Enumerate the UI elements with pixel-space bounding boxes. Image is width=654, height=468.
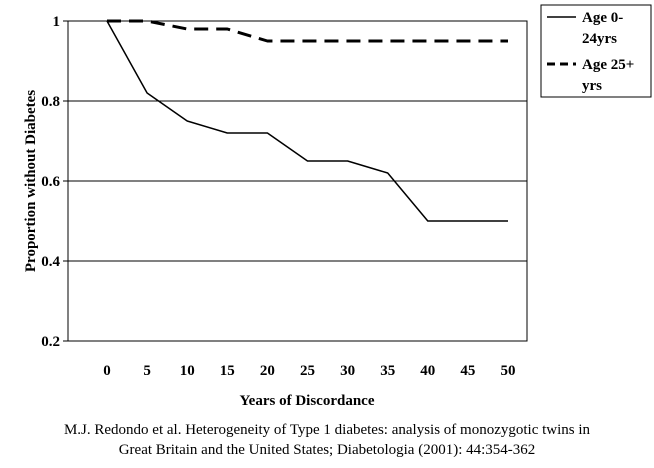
x-tick-label: 50 <box>501 363 516 379</box>
series-lines <box>106 19 508 222</box>
y-tick-label: 0.4 <box>41 254 60 270</box>
y-tick-label: 0.2 <box>41 334 60 350</box>
legend-label-1: 24yrs <box>582 31 617 47</box>
y-tick-labels: 0.2 0.4 0.6 0.8 1 <box>41 14 68 350</box>
x-tick-label: 10 <box>180 363 195 379</box>
series-line-2 <box>107 19 508 43</box>
series-line-1 <box>106 20 508 222</box>
gridlines <box>68 20 527 342</box>
x-tick-label: 0 <box>103 363 111 379</box>
x-tick-label: 45 <box>460 363 475 379</box>
x-tick-labels: 0 5 10 15 20 25 30 35 40 45 50 <box>103 363 515 379</box>
chart: 0.2 0.4 0.6 0.8 1 0 5 10 15 20 25 30 35 40 45 50 Propo… <box>23 4 652 409</box>
legend: Age 0- 24yrs Age 25+ yrs <box>540 4 652 98</box>
y-axis-title: Proportion without Diabetes <box>23 90 39 272</box>
legend-label-1: Age 0- <box>582 10 623 26</box>
legend-label-2: yrs <box>582 78 602 94</box>
caption-line-1: M.J. Redondo et al. Heterogeneity of Typ… <box>63 422 591 438</box>
x-tick-label: 30 <box>340 363 355 379</box>
x-tick-label: 35 <box>380 363 395 379</box>
x-axis-title: Years of Discordance <box>240 393 375 409</box>
x-tick-label: 15 <box>220 363 235 379</box>
x-tick-label: 5 <box>143 363 151 379</box>
x-tick-label: 20 <box>260 363 275 379</box>
y-tick-label: 0.8 <box>41 94 60 110</box>
x-tick-label: 25 <box>300 363 315 379</box>
figure-caption: M.J. Redondo et al. Heterogeneity of Typ… <box>0 420 654 460</box>
y-tick-label: 1 <box>53 14 61 30</box>
y-tick-label: 0.6 <box>41 174 60 190</box>
legend-box <box>540 4 652 98</box>
caption-line-2: Great Britain and the United States; Dia… <box>118 442 536 458</box>
legend-label-2: Age 25+ <box>582 57 634 73</box>
x-tick-label: 40 <box>420 363 435 379</box>
